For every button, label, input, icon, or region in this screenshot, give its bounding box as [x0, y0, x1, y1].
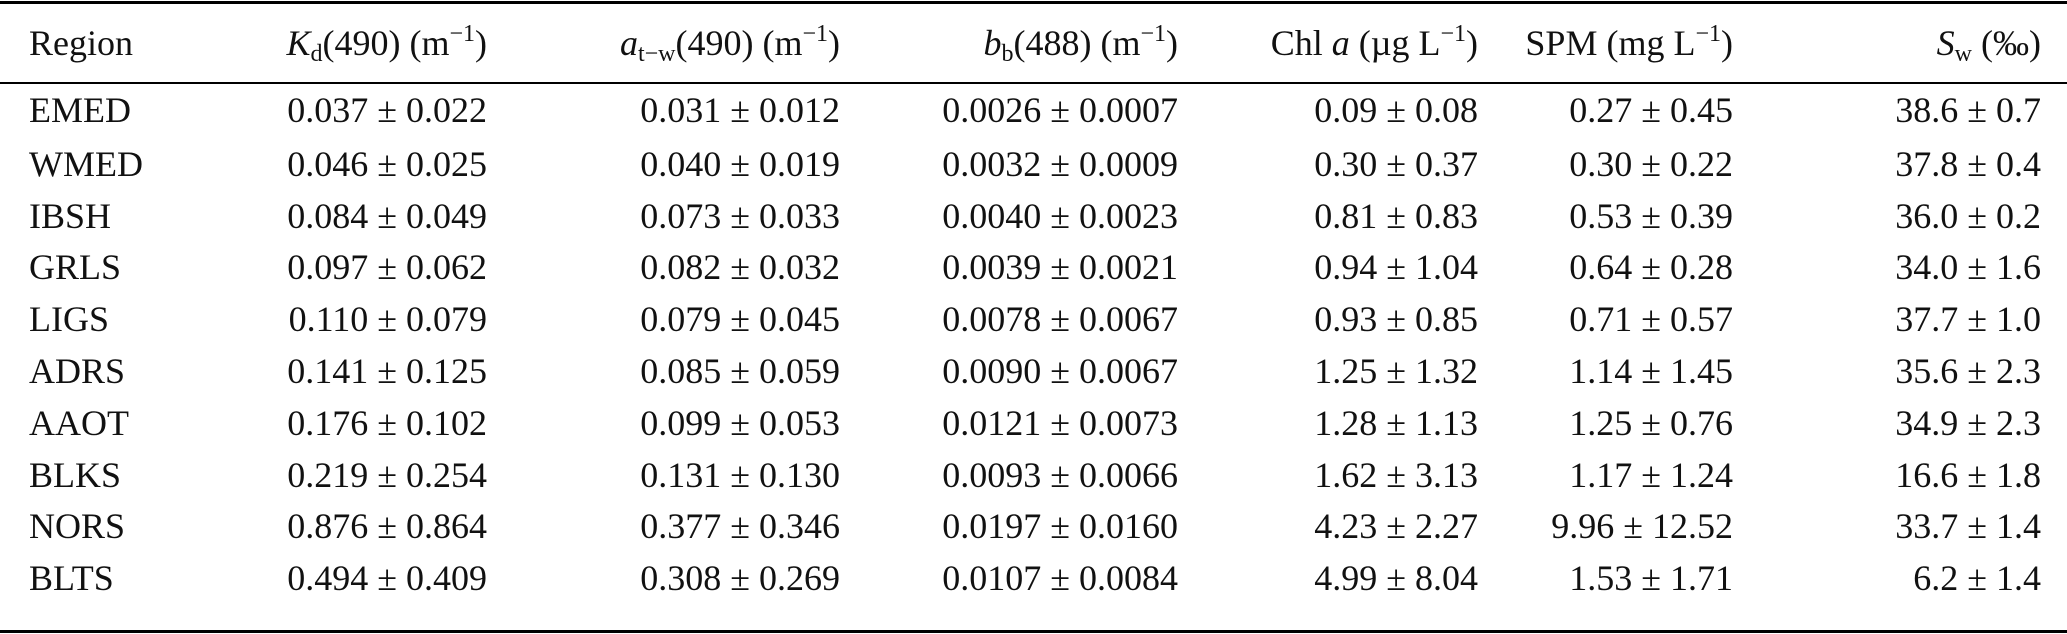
cell-atw: 0.099 ± 0.053	[640, 402, 840, 443]
cell-spm: 1.25 ± 0.76	[1569, 402, 1733, 443]
table-row: IBSH 0.084 ± 0.049 0.073 ± 0.033 0.0040 ± 0…	[0, 190, 2067, 242]
cell-region: LIGS	[29, 299, 109, 340]
cell-spm: 0.53 ± 0.39	[1569, 195, 1733, 236]
table-row: BLTS 0.494 ± 0.409 0.308 ± 0.269 0.0107 ± 0…	[0, 552, 2067, 604]
cell-kd: 0.084 ± 0.049	[287, 195, 487, 236]
header-spm: SPM (mg L−1)	[1525, 21, 1733, 63]
table-row: EMED 0.037 ± 0.022 0.031 ± 0.012 0.0026 ± 0…	[0, 82, 2067, 138]
cell-sw: 34.9 ± 2.3	[1895, 402, 2041, 443]
cell-region: AAOT	[29, 402, 129, 443]
cell-kd: 0.110 ± 0.079	[288, 299, 487, 340]
cell-chl: 0.93 ± 0.85	[1314, 299, 1478, 340]
cell-region: BLKS	[29, 454, 122, 495]
cell-spm: 0.30 ± 0.22	[1569, 143, 1733, 184]
table-row: GRLS 0.097 ± 0.062 0.082 ± 0.032 0.0039 ± 0…	[0, 242, 2067, 294]
cell-kd: 0.037 ± 0.022	[287, 90, 487, 130]
table-header: Region Kd(490) (m−1) at−w(490) (m−1) bb(…	[0, 4, 2067, 82]
cell-chl: 0.81 ± 0.83	[1314, 195, 1478, 236]
cell-region: WMED	[29, 143, 143, 184]
cell-spm: 1.17 ± 1.24	[1569, 454, 1733, 495]
cell-bb: 0.0107 ± 0.0084	[942, 558, 1178, 599]
header-region: Region	[29, 23, 133, 63]
header-chl: Chl a (µg L−1)	[1270, 21, 1478, 63]
cell-atw: 0.131 ± 0.130	[640, 454, 840, 495]
cell-kd: 0.176 ± 0.102	[287, 402, 487, 443]
cell-kd: 0.141 ± 0.125	[287, 351, 487, 392]
cell-kd: 0.097 ± 0.062	[287, 247, 487, 288]
table-row: NORS 0.876 ± 0.864 0.377 ± 0.346 0.0197 ± 0…	[0, 501, 2067, 553]
cell-spm: 9.96 ± 12.52	[1551, 506, 1733, 547]
header-atw: at−w(490) (m−1)	[619, 21, 840, 67]
cell-atw: 0.031 ± 0.012	[640, 90, 840, 130]
header-sw: Sw (‰)	[1936, 23, 2041, 67]
data-table: Region Kd(490) (m−1) at−w(490) (m−1) bb(…	[0, 4, 2067, 604]
cell-bb: 0.0090 ± 0.0067	[942, 351, 1178, 392]
header-bb: bb(488) (m−1)	[983, 21, 1178, 67]
cell-atw: 0.079 ± 0.045	[640, 299, 840, 340]
cell-sw: 35.6 ± 2.3	[1895, 351, 2041, 392]
cell-sw: 36.0 ± 0.2	[1895, 195, 2041, 236]
cell-bb: 0.0039 ± 0.0021	[942, 247, 1178, 288]
cell-atw: 0.308 ± 0.269	[640, 558, 840, 599]
cell-sw: 6.2 ± 1.4	[1913, 558, 2041, 599]
cell-kd: 0.876 ± 0.864	[287, 506, 487, 547]
cell-atw: 0.085 ± 0.059	[640, 351, 840, 392]
cell-sw: 16.6 ± 1.8	[1895, 454, 2041, 495]
cell-spm: 0.27 ± 0.45	[1569, 90, 1733, 130]
header-kd: Kd(490) (m−1)	[286, 21, 487, 67]
cell-spm: 1.14 ± 1.45	[1569, 351, 1733, 392]
cell-atw: 0.377 ± 0.346	[640, 506, 840, 547]
cell-bb: 0.0121 ± 0.0073	[942, 402, 1178, 443]
cell-chl: 1.28 ± 1.13	[1314, 402, 1478, 443]
cell-region: EMED	[29, 90, 131, 130]
cell-chl: 1.25 ± 1.32	[1314, 351, 1478, 392]
header-row: Region Kd(490) (m−1) at−w(490) (m−1) bb(…	[0, 4, 2067, 82]
cell-chl: 4.23 ± 2.27	[1314, 506, 1478, 547]
cell-chl: 0.09 ± 0.08	[1314, 90, 1478, 130]
cell-spm: 0.71 ± 0.57	[1569, 299, 1733, 340]
cell-region: BLTS	[29, 558, 114, 599]
table-row: BLKS 0.219 ± 0.254 0.131 ± 0.130 0.0093 ± 0…	[0, 449, 2067, 501]
cell-kd: 0.494 ± 0.409	[287, 558, 487, 599]
cell-region: ADRS	[29, 351, 126, 392]
cell-chl: 0.30 ± 0.37	[1314, 143, 1478, 184]
header-rule	[0, 82, 2067, 84]
cell-sw: 33.7 ± 1.4	[1895, 506, 2041, 547]
cell-chl: 4.99 ± 8.04	[1314, 558, 1478, 599]
cell-kd: 0.219 ± 0.254	[287, 454, 487, 495]
cell-spm: 0.64 ± 0.28	[1569, 247, 1733, 288]
cell-region: IBSH	[29, 195, 112, 236]
cell-atw: 0.040 ± 0.019	[640, 143, 840, 184]
cell-bb: 0.0078 ± 0.0067	[942, 299, 1178, 340]
top-rule	[0, 1, 2067, 4]
cell-atw: 0.073 ± 0.033	[640, 195, 840, 236]
table-row: LIGS 0.110 ± 0.079 0.079 ± 0.045 0.0078 ± 0…	[0, 293, 2067, 345]
cell-kd: 0.046 ± 0.025	[287, 143, 487, 184]
cell-atw: 0.082 ± 0.032	[640, 247, 840, 288]
cell-sw: 37.7 ± 1.0	[1895, 299, 2041, 340]
cell-region: NORS	[29, 506, 126, 547]
cell-bb: 0.0093 ± 0.0066	[942, 454, 1178, 495]
cell-chl: 0.94 ± 1.04	[1314, 247, 1478, 288]
cell-bb: 0.0040 ± 0.0023	[942, 195, 1178, 236]
cell-bb: 0.0026 ± 0.0007	[942, 90, 1178, 130]
cell-region: GRLS	[29, 247, 122, 288]
table-row: WMED 0.046 ± 0.025 0.040 ± 0.019 0.0032 ± 0…	[0, 138, 2067, 190]
cell-sw: 34.0 ± 1.6	[1895, 247, 2041, 288]
cell-sw: 38.6 ± 0.7	[1895, 90, 2041, 130]
table-body: EMED 0.037 ± 0.022 0.031 ± 0.012 0.0026 ± 0…	[0, 82, 2067, 604]
table-row: ADRS 0.141 ± 0.125 0.085 ± 0.059 0.0090 ± 0…	[0, 345, 2067, 397]
cell-bb: 0.0032 ± 0.0009	[942, 143, 1178, 184]
cell-chl: 1.62 ± 3.13	[1314, 454, 1478, 495]
cell-sw: 37.8 ± 0.4	[1895, 143, 2041, 184]
bottom-rule	[0, 630, 2067, 633]
cell-bb: 0.0197 ± 0.0160	[942, 506, 1178, 547]
cell-spm: 1.53 ± 1.71	[1569, 558, 1733, 599]
table-row: AAOT 0.176 ± 0.102 0.099 ± 0.053 0.0121 ± 0…	[0, 397, 2067, 449]
